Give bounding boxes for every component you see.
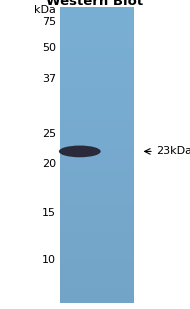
Text: kDa: kDa — [34, 5, 56, 15]
Text: 23kDa: 23kDa — [156, 146, 190, 156]
Text: 25: 25 — [42, 129, 56, 139]
Text: 37: 37 — [42, 74, 56, 84]
Text: Western Blot: Western Blot — [46, 0, 144, 8]
Text: 50: 50 — [42, 43, 56, 53]
Text: 75: 75 — [42, 17, 56, 27]
Ellipse shape — [59, 146, 101, 157]
Text: 20: 20 — [42, 159, 56, 169]
Text: 10: 10 — [42, 255, 56, 265]
Text: 15: 15 — [42, 208, 56, 218]
